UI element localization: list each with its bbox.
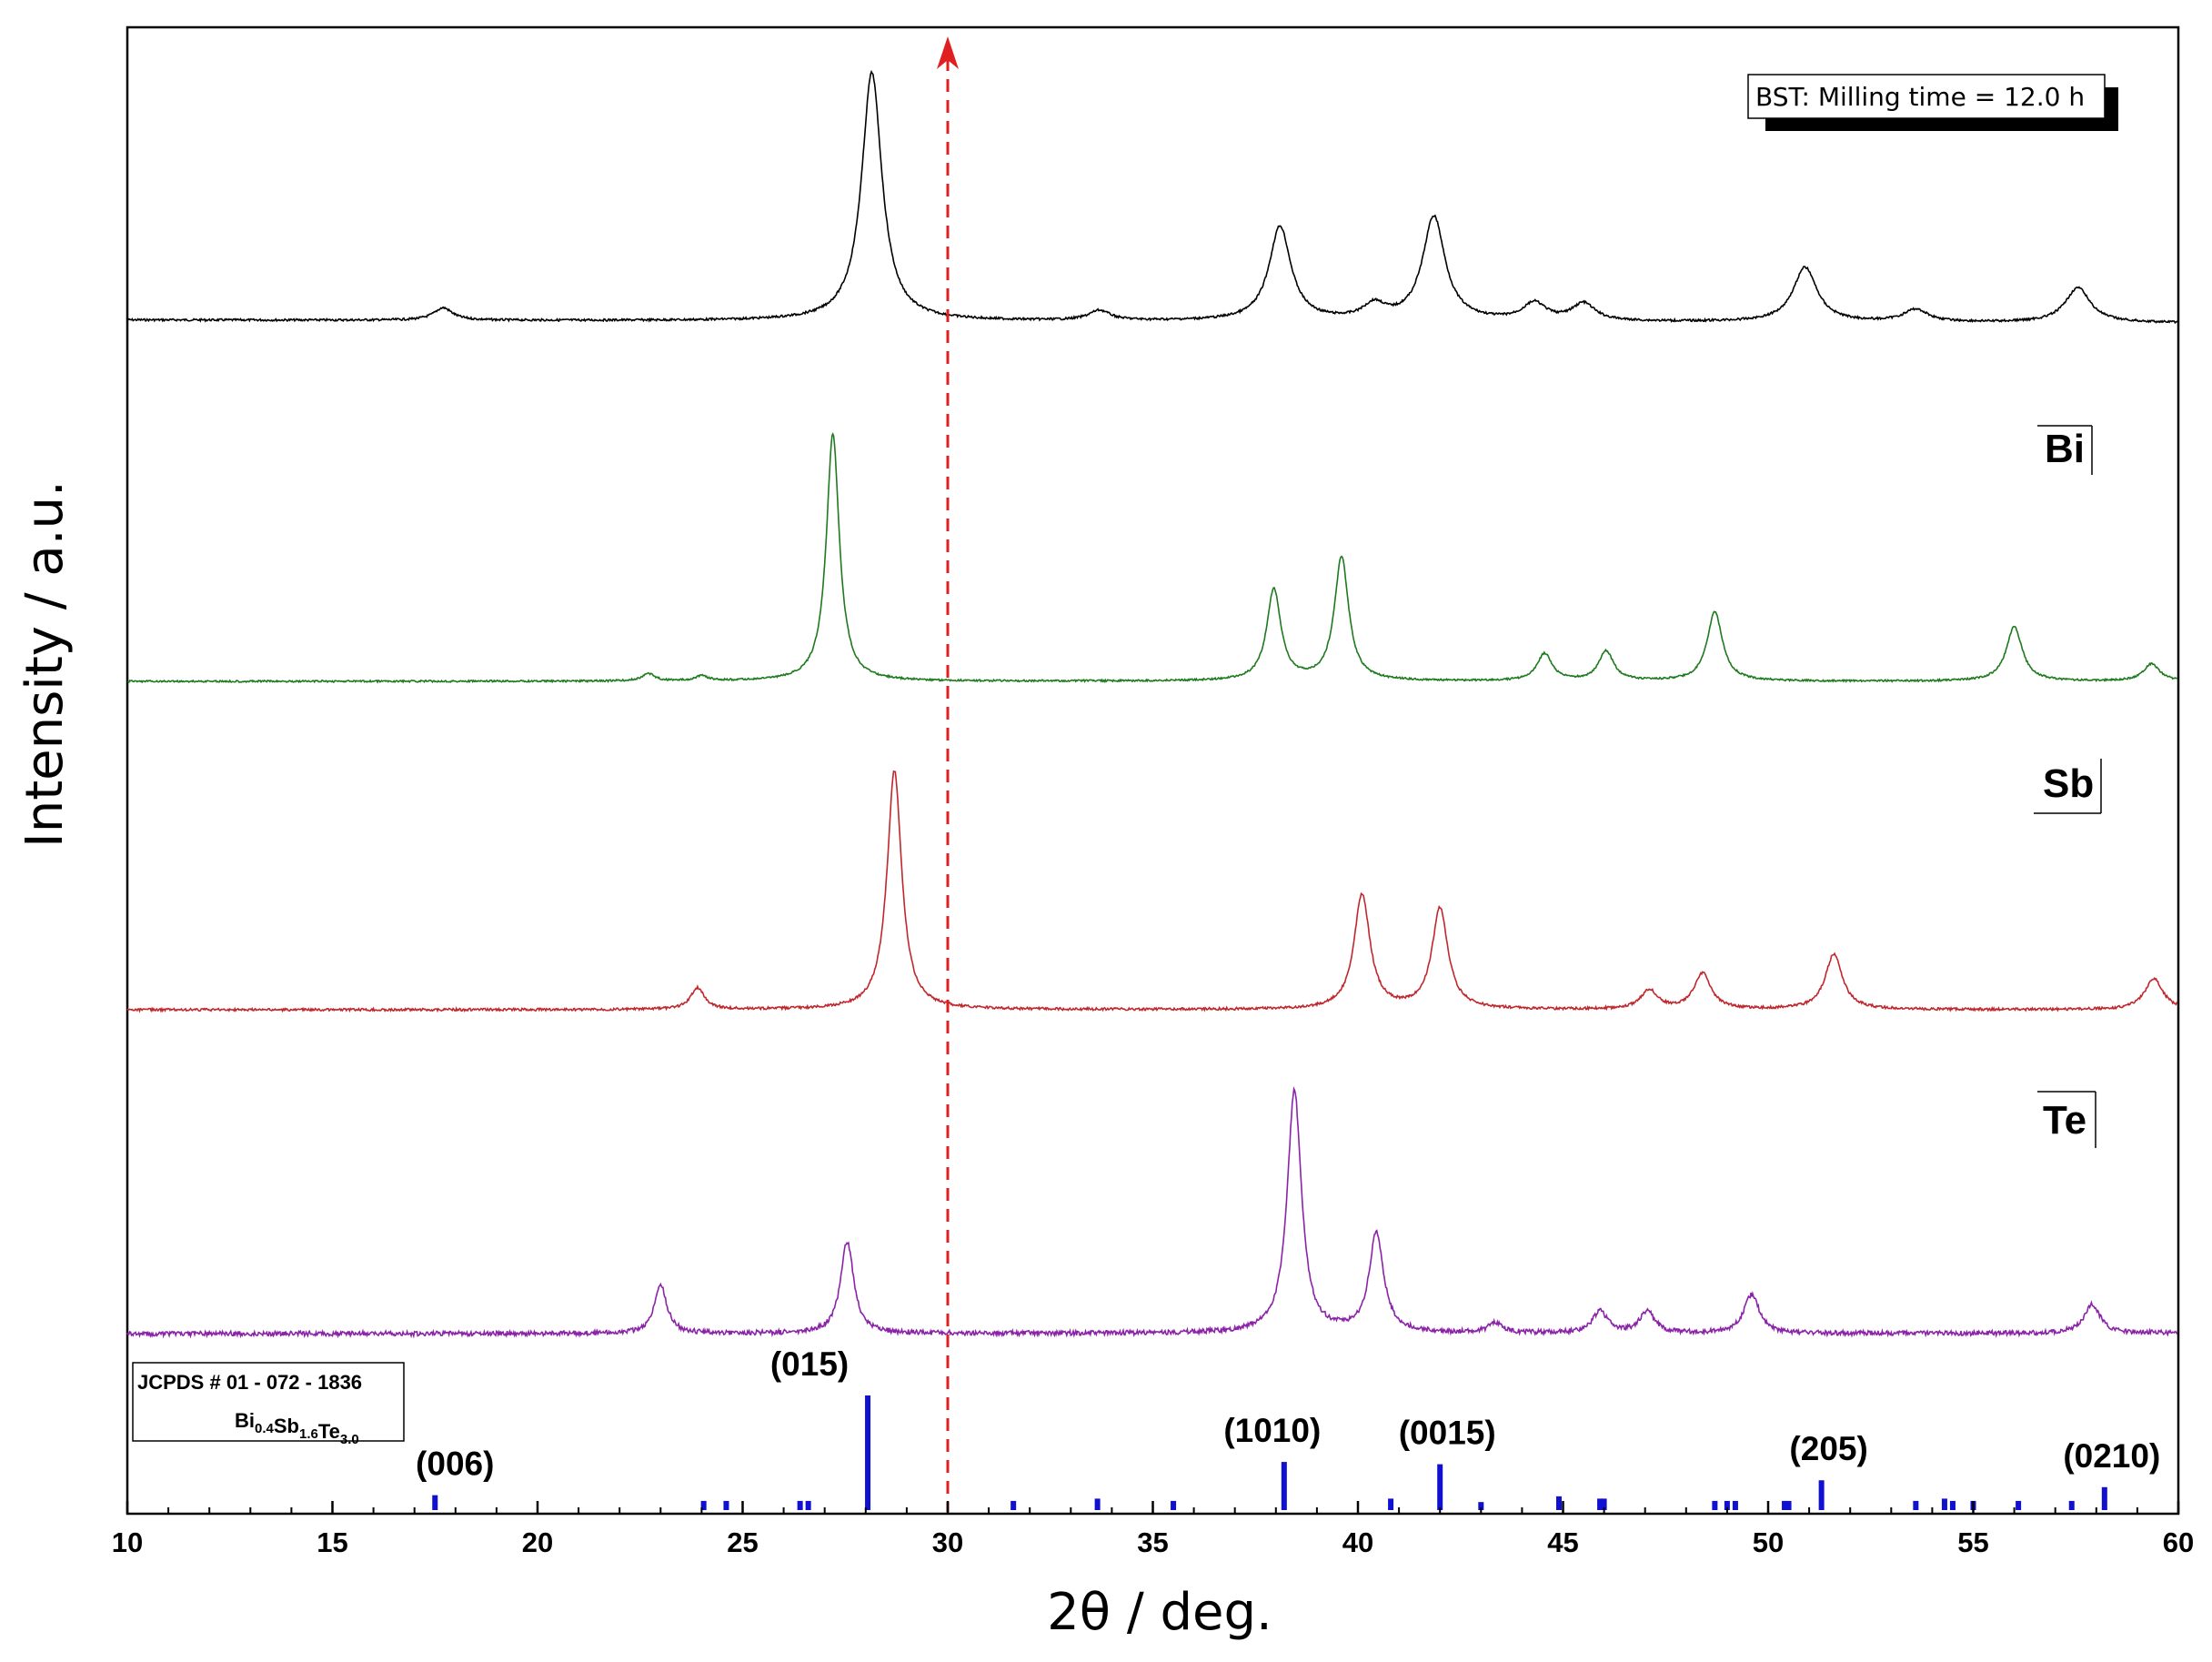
peak-label: (015) [770,1345,849,1383]
series-line [126,770,2178,1013]
reference-line [805,1500,811,1510]
reference-line [1555,1496,1562,1510]
series-label-group-bi: Bi [2037,425,2093,475]
x-tick-label: 60 [2163,1526,2194,1558]
reference-card: JCPDS # 01 - 072 - 1836 Bi0.4Sb1.6Te3.0 [132,1362,405,1447]
marker-arrow-icon [937,36,959,69]
reference-line [1171,1500,1177,1510]
peak-label: (0210) [2063,1437,2160,1475]
reference-line [1712,1500,1718,1510]
x-tick-label: 15 [317,1526,347,1558]
reference-line [1724,1500,1730,1510]
x-tick-label: 20 [522,1526,553,1558]
reference-line [700,1500,707,1510]
x-tick-label: 10 [112,1526,143,1558]
reference-line [2016,1500,2022,1510]
peak-label: (006) [416,1445,494,1483]
reference-line [432,1495,438,1510]
reference-line [797,1500,803,1510]
reference-line [1732,1500,1738,1510]
peak-label: (1010) [1223,1412,1321,1449]
reference-peak-labels: (006) (015) (1010) (0015) (205) (0210) [416,1345,2160,1483]
reference-line [1949,1500,1956,1510]
reference-line [1782,1500,1788,1510]
series-label-bi: Bi [2045,427,2085,471]
reference-line [1913,1500,1919,1510]
x-tick-label: 25 [727,1526,758,1558]
x-tick-label: 50 [1753,1526,1784,1558]
reference-line [1785,1500,1792,1510]
reference-lines [432,1395,2107,1510]
x-axis-title: 2θ / deg. [1047,1583,1272,1642]
reference-line [1281,1462,1287,1510]
legend-box-frame [1747,74,2106,119]
reference-line [1818,1480,1825,1510]
x-tick-label: 45 [1547,1526,1578,1558]
x-tick-label: 30 [932,1526,963,1558]
series-line [126,432,2178,684]
x-tick-label: 55 [1957,1526,1988,1558]
series-line [126,69,2178,325]
reference-line [1094,1498,1101,1510]
reference-line [1597,1498,1604,1510]
legend-box-bst: BST: Milling time = 12.0 h [1747,74,2118,131]
series-label-group-sb: Sb [2034,759,2102,814]
y-axis-title: Intensity / a.u. [15,480,75,848]
marker-line [937,36,959,1512]
x-tick-label: 35 [1137,1526,1168,1558]
reference-line [1941,1498,1947,1510]
reference-line [1437,1464,1443,1510]
series-label-te: Te [2043,1098,2086,1143]
reference-card-id: JCPDS # 01 - 072 - 1836 [137,1371,362,1394]
reference-line [2068,1500,2075,1510]
series-label-sb: Sb [2043,761,2094,806]
series-label-bst: BST: Milling time = 12.0 h [1755,82,2085,112]
x-axis-ticks: 10 15 20 25 30 35 40 45 50 55 60 [112,1501,2194,1558]
reference-line [1388,1498,1394,1510]
reference-card-formula: Bi0.4Sb1.6Te3.0 [235,1409,359,1447]
plot-frame [126,25,2180,1516]
peak-label: (0015) [1399,1415,1496,1452]
series-label-group-te: Te [2037,1091,2096,1148]
reference-card-frame [132,1362,405,1442]
peak-label: (205) [1789,1430,1867,1467]
reference-line [723,1500,729,1510]
reference-line [865,1395,871,1510]
reference-line [1601,1498,1607,1510]
reference-line [2101,1486,2107,1510]
diffraction-traces [126,69,2178,1339]
series-line [126,1086,2178,1339]
reference-line [1478,1502,1484,1510]
x-tick-label: 40 [1342,1526,1373,1558]
reference-line [1010,1500,1017,1510]
